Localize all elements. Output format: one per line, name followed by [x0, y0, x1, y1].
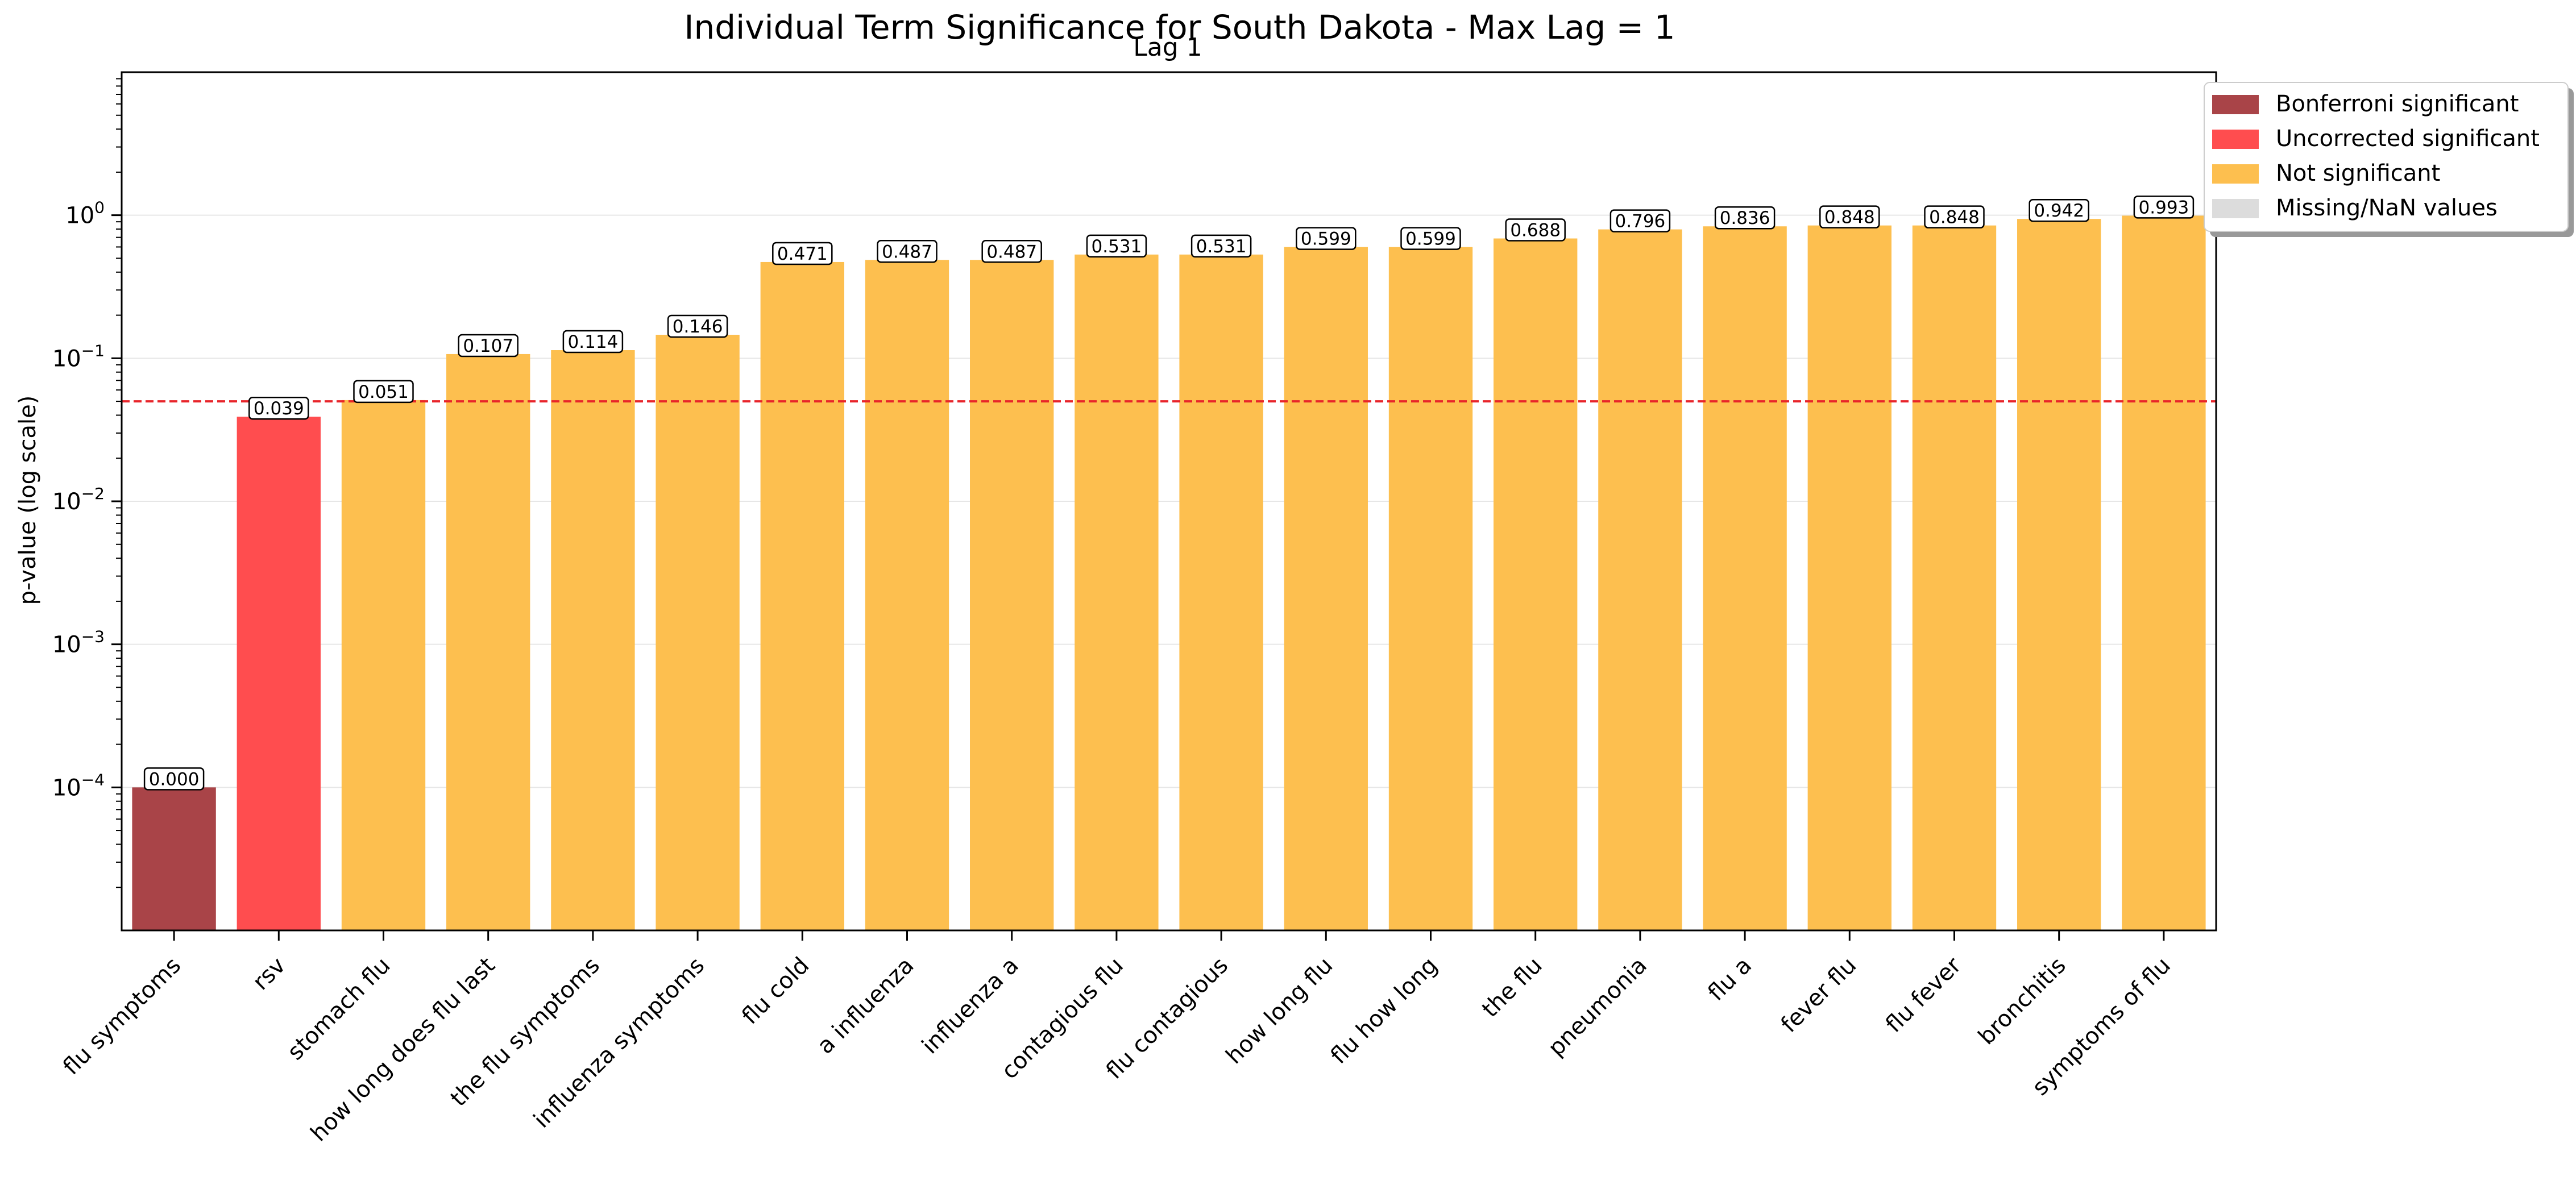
- bar-11: [1284, 247, 1368, 930]
- legend-swatch-ns: [2212, 164, 2259, 184]
- value-label-box-9: [1086, 234, 1147, 258]
- bar-12: [1388, 247, 1473, 930]
- bar-7: [865, 260, 949, 931]
- value-label-box-1: [248, 396, 309, 420]
- bar-15: [1703, 226, 1787, 930]
- bar-5: [656, 334, 740, 930]
- value-label-16: 0.848: [1824, 207, 1875, 228]
- value-label-box-11: [1296, 227, 1357, 250]
- legend-label-bonferroni: Bonferroni significant: [2276, 91, 2519, 117]
- value-label-box-13: [1505, 218, 1566, 242]
- value-label-box-10: [1190, 234, 1252, 258]
- bar-16: [1807, 225, 1891, 931]
- value-label-box-5: [667, 314, 728, 338]
- bar-10: [1179, 254, 1263, 931]
- legend-label-missing: Missing/NaN values: [2276, 195, 2498, 221]
- value-label-box-17: [1924, 205, 1985, 228]
- value-label-box-15: [1714, 206, 1776, 230]
- legend-label-uncorrected: Uncorrected significant: [2276, 126, 2540, 152]
- bar-8: [970, 260, 1054, 931]
- value-label-19: 0.993: [2139, 197, 2189, 218]
- value-label-box-16: [1819, 205, 1880, 228]
- value-label-0: 0.000: [149, 769, 200, 789]
- bar-3: [446, 354, 530, 930]
- value-label-3: 0.107: [463, 336, 513, 356]
- value-label-12: 0.599: [1405, 229, 1456, 250]
- value-label-box-0: [143, 767, 205, 791]
- legend-swatch-missing: [2212, 199, 2259, 218]
- value-label-9: 0.531: [1092, 236, 1142, 257]
- chart-subtitle: Lag 1: [1133, 33, 1202, 62]
- legend-swatch-uncorrected: [2212, 130, 2259, 149]
- bar-6: [760, 261, 844, 930]
- bar-18: [2017, 219, 2101, 930]
- y-tick-label-4: 100: [65, 198, 105, 229]
- value-label-box-6: [772, 242, 833, 265]
- value-label-box-14: [1610, 209, 1671, 232]
- value-label-2: 0.051: [358, 382, 409, 402]
- value-label-box-12: [1400, 227, 1461, 250]
- legend-label-ns: Not significant: [2276, 160, 2440, 186]
- bar-0: [132, 787, 216, 930]
- value-label-box-3: [458, 334, 518, 358]
- value-label-4: 0.114: [568, 332, 619, 352]
- value-label-box-2: [353, 380, 414, 404]
- value-label-box-18: [2029, 198, 2089, 222]
- value-label-15: 0.836: [1720, 208, 1770, 228]
- value-label-7: 0.487: [882, 242, 932, 262]
- chart-title: Individual Term Significance for South D…: [684, 8, 1675, 47]
- bar-14: [1598, 229, 1682, 931]
- value-label-box-7: [877, 240, 938, 263]
- y-axis-label: p-value (log scale): [15, 396, 41, 605]
- legend-swatch-bonferroni: [2212, 95, 2259, 114]
- y-tick-label-1: 10−3: [52, 627, 105, 658]
- value-label-1: 0.039: [254, 398, 304, 419]
- bar-4: [551, 350, 635, 930]
- value-label-8: 0.487: [986, 242, 1037, 262]
- value-label-box-19: [2133, 196, 2195, 219]
- value-label-10: 0.531: [1196, 236, 1247, 257]
- value-label-6: 0.471: [777, 244, 828, 264]
- value-label-box-8: [981, 240, 1042, 263]
- value-label-18: 0.942: [2034, 201, 2084, 221]
- value-label-17: 0.848: [1929, 207, 1980, 228]
- bar-13: [1494, 238, 1578, 930]
- y-tick-label-3: 10−1: [52, 341, 105, 372]
- value-label-box-4: [562, 330, 624, 354]
- bar-1: [237, 417, 321, 930]
- bar-2: [341, 400, 426, 930]
- bar-17: [1912, 225, 1997, 931]
- value-label-5: 0.146: [673, 317, 723, 337]
- legend-box: [2204, 82, 2569, 232]
- y-tick-label-2: 10−2: [52, 484, 105, 515]
- value-label-13: 0.688: [1510, 221, 1561, 241]
- value-label-11: 0.599: [1301, 229, 1351, 250]
- value-label-14: 0.796: [1615, 211, 1666, 232]
- bar-19: [2122, 215, 2206, 930]
- y-tick-label-0: 10−4: [52, 770, 105, 801]
- bar-9: [1075, 254, 1159, 931]
- legend: Bonferroni significant Uncorrected signif…: [2204, 82, 2574, 237]
